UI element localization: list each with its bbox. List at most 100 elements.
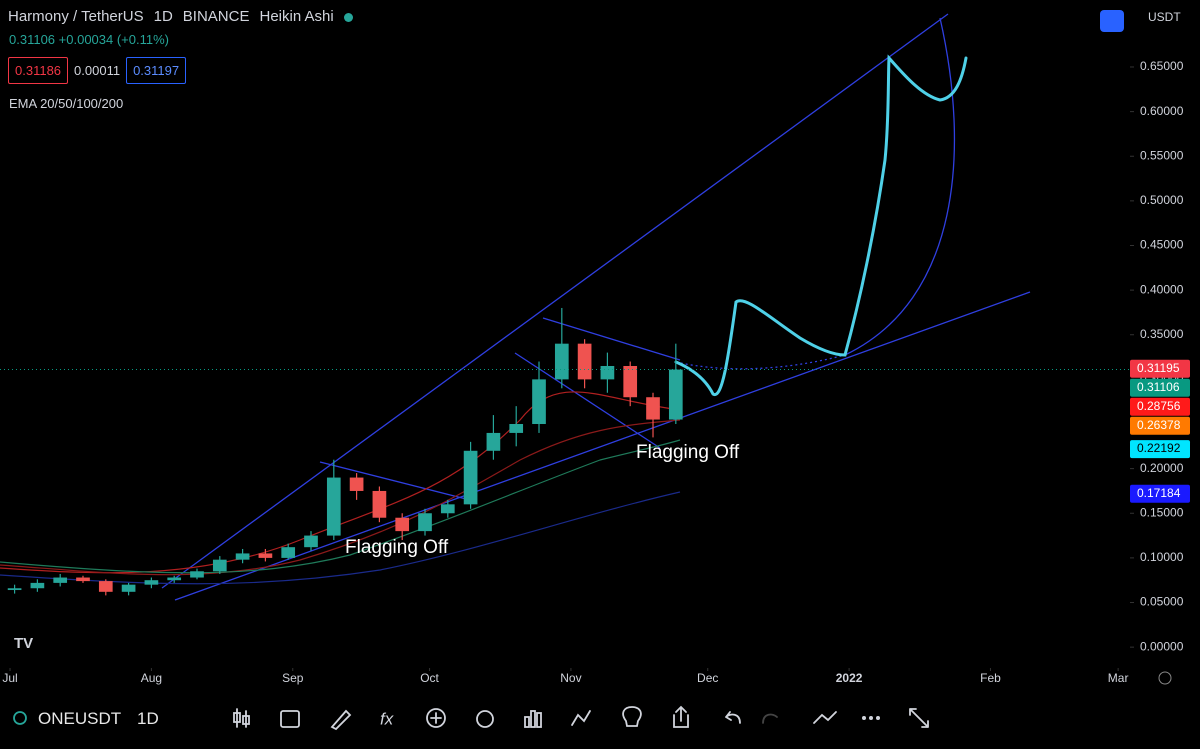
candles-icon[interactable] [233, 708, 250, 728]
projection-drawing [674, 54, 968, 397]
candle-body [668, 369, 683, 420]
trend-icon[interactable] [571, 710, 591, 726]
chart: TV 0.00000 0.05000 0.10000 0.15000 0.20000 0.… [0, 10, 1190, 685]
x-tick-label: Aug [141, 671, 162, 685]
exchange: BINANCE [182, 8, 250, 25]
share-icon[interactable] [673, 705, 689, 728]
price-tag [1130, 378, 1190, 397]
candle-body [577, 343, 592, 380]
price-tag-label: 0.26378 [1137, 418, 1181, 432]
toolbar-icons: fx [13, 705, 929, 731]
candle-body [304, 535, 318, 548]
y-tick-label: 0.00000 [1140, 639, 1184, 653]
ema-50 [0, 419, 681, 576]
x-tick-label: Dec [697, 671, 718, 685]
candle-body [167, 577, 182, 581]
candle-body [646, 397, 660, 420]
candle-body [600, 365, 615, 380]
candle-body [418, 513, 432, 532]
price-tag-label: 0.22192 [1137, 441, 1181, 455]
idea-icon[interactable] [622, 706, 642, 727]
y-tick-label: 0.10000 [1140, 550, 1184, 564]
x-tick-label: Feb [980, 671, 1001, 685]
y-tick-label: 0.65000 [1140, 59, 1184, 73]
chart-style: Heikin Ashi [259, 8, 334, 25]
candle-body [144, 580, 159, 585]
y-tick-label: 0.20000 [1140, 461, 1184, 475]
toolbar-interval[interactable]: 1D [137, 709, 159, 728]
toolbar: fx ONEUSDT 1D [0, 693, 1200, 749]
alert-icon[interactable] [476, 710, 494, 728]
redo-icon[interactable] [762, 713, 778, 724]
status-dot [343, 12, 353, 22]
header: Harmony / TetherUS 1D BINANCE Heikin Ashi [8, 8, 353, 25]
quote: 0.31106 +0.00034 (+0.11%) [9, 32, 169, 47]
price-tag-label: 0.17184 [1137, 486, 1181, 500]
x-tick-label: Mar [1108, 671, 1129, 685]
bid-ask: 0.31186 0.00011 0.31197 [8, 57, 187, 84]
candle-body [212, 559, 227, 572]
x-tick-label: Jul [2, 671, 17, 685]
more-icon[interactable] [862, 716, 880, 720]
bars-icon[interactable] [524, 710, 542, 728]
candle-body [7, 588, 22, 591]
candle-body [76, 577, 90, 582]
add-icon[interactable] [426, 708, 446, 728]
candle-body [190, 571, 204, 578]
ask[interactable]: 0.31197 [126, 57, 187, 84]
spread: 0.00011 [74, 63, 121, 78]
ema-20 [0, 391, 681, 574]
fx-icon[interactable]: fx [380, 709, 394, 728]
y-tick-label: 0.40000 [1140, 282, 1184, 296]
y-tick-label: 0.15000 [1140, 505, 1184, 519]
annotation: Flagging Off [636, 442, 740, 463]
change: +0.00034 (+0.11%) [58, 32, 169, 47]
drawings [161, 13, 1031, 601]
symbol: Harmony / TetherUS [8, 8, 144, 25]
candle-body [372, 490, 387, 518]
trend-line [174, 291, 1031, 601]
price-tag [1130, 359, 1190, 378]
candle-body [53, 577, 68, 583]
candle-body [281, 547, 296, 558]
price-tag-label: 0.31106 [1137, 380, 1180, 394]
toolbar-symbol[interactable]: ONEUSDT [38, 709, 122, 728]
symbol-icon[interactable] [13, 711, 27, 725]
indicator[interactable]: EMA 20/50/100/200 [9, 96, 124, 111]
candle-body [623, 365, 638, 398]
ema-100 [0, 439, 681, 574]
candle-body [463, 450, 478, 505]
candle-body [30, 582, 45, 589]
draw-icon[interactable] [330, 709, 352, 731]
candle-body [235, 553, 250, 560]
candle-body [98, 581, 113, 592]
annotation: Flagging Off [345, 537, 449, 558]
fullscreen-icon[interactable] [909, 708, 929, 728]
candle-body [509, 424, 524, 433]
x-tick-label: Oct [420, 671, 439, 685]
candle-body [121, 584, 136, 592]
arc [675, 354, 846, 370]
ema-lines [0, 391, 681, 585]
compare-icon[interactable] [280, 710, 300, 728]
undo-icon[interactable] [725, 711, 741, 724]
candle-body [532, 379, 546, 425]
indicators-icon[interactable] [813, 711, 837, 724]
arc [844, 17, 956, 356]
y-tick-label: 0.50000 [1140, 193, 1184, 207]
y-tick-label: 0.45000 [1140, 238, 1184, 252]
candle-body [486, 432, 501, 451]
ema-200 [0, 491, 681, 585]
candle-body [258, 553, 273, 558]
y-tick-label: 0.55000 [1140, 148, 1184, 162]
price-tag-label: 0.31195 [1137, 361, 1180, 375]
bid[interactable]: 0.31186 [8, 57, 69, 84]
trend-line [161, 13, 949, 589]
candle-body [349, 477, 364, 491]
y-tick-label: 0.05000 [1140, 595, 1184, 609]
last-price: 0.31106 [9, 32, 56, 47]
x-tick-label: Nov [560, 671, 581, 685]
price-tag-label: 0.28756 [1137, 399, 1181, 413]
candle-body [395, 517, 410, 532]
